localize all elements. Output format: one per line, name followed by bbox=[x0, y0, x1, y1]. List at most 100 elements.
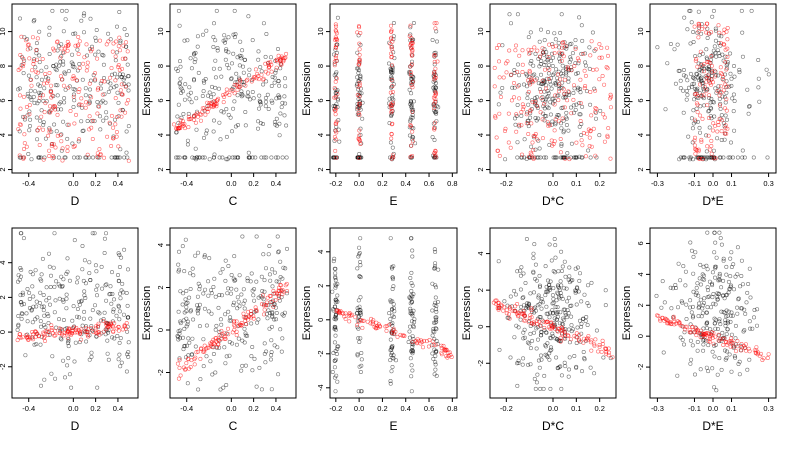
observed-point bbox=[519, 155, 524, 160]
observed-point bbox=[559, 12, 564, 17]
observed-point bbox=[333, 283, 338, 288]
observed-point bbox=[709, 96, 714, 101]
observed-point bbox=[278, 327, 283, 332]
observed-point bbox=[553, 37, 558, 42]
observed-point bbox=[518, 304, 523, 309]
fitted-point bbox=[532, 45, 537, 50]
observed-point bbox=[701, 81, 706, 86]
observed-point bbox=[728, 284, 733, 289]
observed-point bbox=[678, 86, 683, 91]
observed-point bbox=[16, 87, 21, 92]
fitted-point bbox=[705, 144, 710, 149]
observed-point bbox=[547, 283, 552, 288]
fitted-point bbox=[535, 104, 540, 109]
fitted-point bbox=[432, 70, 437, 75]
observed-point bbox=[508, 73, 513, 78]
fitted-point bbox=[575, 56, 580, 61]
observed-point bbox=[537, 283, 542, 288]
fitted-point bbox=[706, 31, 711, 36]
fitted-point bbox=[588, 90, 593, 95]
observed-point bbox=[747, 266, 752, 271]
fitted-point bbox=[502, 129, 507, 134]
observed-point bbox=[283, 266, 288, 271]
fitted-point bbox=[531, 155, 536, 160]
observed-point bbox=[114, 83, 119, 88]
fitted-point bbox=[688, 330, 693, 335]
observed-point bbox=[43, 325, 48, 330]
fitted-point bbox=[495, 306, 500, 311]
observed-point bbox=[118, 364, 123, 369]
observed-point bbox=[393, 358, 398, 363]
observed-point bbox=[701, 88, 706, 93]
observed-point bbox=[521, 82, 526, 87]
fitted-point bbox=[332, 37, 337, 42]
fitted-point bbox=[353, 315, 358, 320]
observed-point bbox=[547, 79, 552, 84]
observed-point bbox=[180, 335, 185, 340]
observed-point bbox=[15, 279, 20, 284]
observed-point bbox=[387, 311, 392, 316]
fitted-point bbox=[260, 293, 265, 298]
observed-point bbox=[698, 78, 703, 83]
observed-point bbox=[577, 15, 582, 20]
fitted-point bbox=[115, 115, 120, 120]
fitted-point bbox=[109, 66, 114, 71]
observed-point bbox=[269, 353, 274, 358]
observed-point bbox=[258, 65, 263, 70]
observed-point bbox=[61, 62, 66, 67]
x-axis-label: D*C bbox=[542, 419, 564, 433]
fitted-point bbox=[722, 27, 727, 32]
observed-point bbox=[552, 71, 557, 76]
observed-point bbox=[549, 258, 554, 263]
observed-point bbox=[737, 70, 742, 75]
observed-point bbox=[58, 336, 63, 341]
fitted-point bbox=[713, 156, 718, 161]
observed-point bbox=[218, 387, 223, 392]
observed-point bbox=[434, 109, 439, 114]
observed-point bbox=[189, 100, 194, 105]
observed-point bbox=[28, 117, 33, 122]
fitted-point bbox=[73, 43, 78, 48]
observed-point bbox=[518, 273, 523, 278]
observed-point bbox=[88, 47, 93, 52]
observed-point bbox=[498, 90, 503, 95]
observed-point bbox=[76, 103, 81, 108]
fitted-point bbox=[410, 85, 415, 90]
observed-point bbox=[556, 113, 561, 118]
fitted-point bbox=[186, 114, 191, 119]
fitted-point bbox=[237, 85, 242, 90]
fitted-point bbox=[602, 139, 607, 144]
fitted-point bbox=[357, 156, 362, 161]
fitted-point bbox=[597, 42, 602, 47]
observed-point bbox=[510, 85, 515, 90]
observed-point bbox=[112, 71, 117, 76]
observed-point bbox=[564, 92, 569, 97]
fitted-point bbox=[583, 154, 588, 159]
fitted-point bbox=[108, 320, 113, 325]
observed-point bbox=[525, 340, 530, 345]
observed-point bbox=[202, 135, 207, 140]
fitted-point bbox=[725, 84, 730, 89]
y-tick-label: 6 bbox=[0, 98, 7, 102]
observed-point bbox=[358, 75, 363, 80]
observed-point bbox=[211, 351, 216, 356]
observed-point bbox=[101, 53, 106, 58]
observed-point bbox=[256, 57, 261, 62]
observed-point bbox=[93, 35, 98, 40]
observed-point bbox=[124, 150, 129, 155]
fitted-point bbox=[241, 314, 246, 319]
observed-point bbox=[553, 67, 558, 72]
observed-point bbox=[551, 300, 556, 305]
fitted-point bbox=[49, 108, 54, 113]
observed-point bbox=[65, 136, 70, 141]
fitted-point bbox=[72, 144, 77, 149]
observed-point bbox=[30, 284, 35, 289]
observed-point bbox=[579, 23, 584, 28]
fitted-point bbox=[683, 324, 688, 329]
fitted-point bbox=[390, 84, 395, 89]
fitted-point bbox=[126, 98, 131, 103]
fitted-point bbox=[31, 61, 36, 66]
observed-point bbox=[728, 256, 733, 261]
observed-point bbox=[722, 95, 727, 100]
fitted-point bbox=[531, 148, 536, 153]
